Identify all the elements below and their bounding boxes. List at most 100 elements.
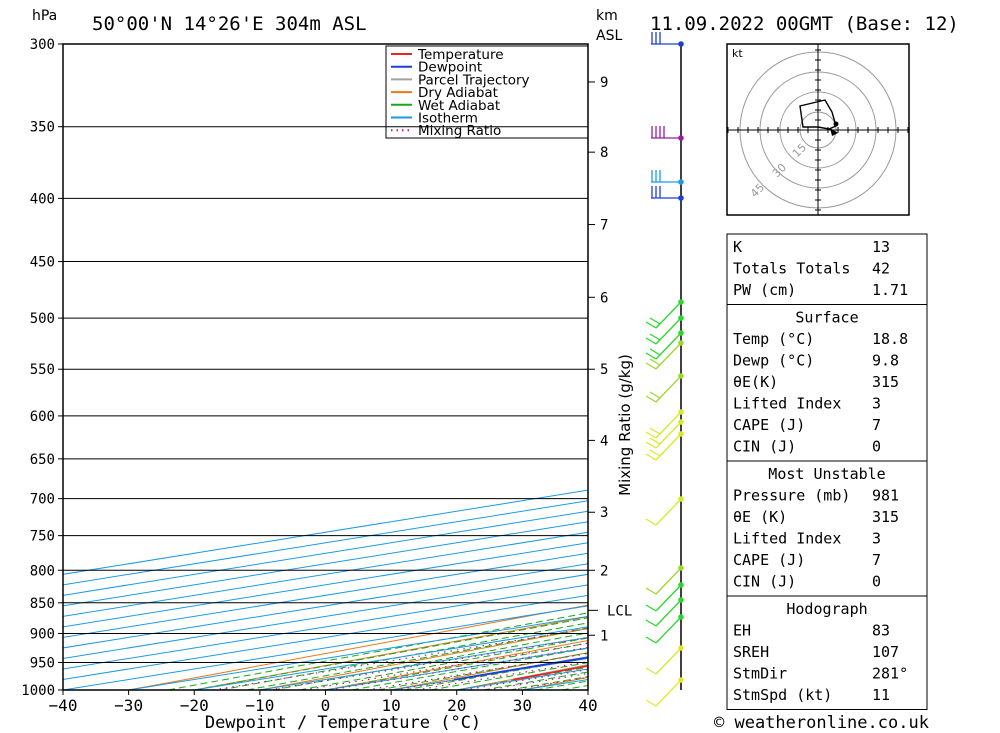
wind-level-dot <box>678 330 684 336</box>
wind-barb-flag <box>645 636 657 644</box>
hodograph-table-row-label: EH <box>733 622 751 640</box>
km-tick-label: 2 <box>600 563 608 579</box>
x-tick-label: −20 <box>180 696 209 715</box>
most-unstable-table-row-value: 315 <box>872 508 899 526</box>
legend-label: Parcel Trajectory <box>418 72 530 88</box>
pressure-tick-label: 700 <box>30 492 55 508</box>
km-tick-label: 3 <box>600 505 608 521</box>
wind-barb-flag <box>649 358 661 366</box>
km-tick-label: 4 <box>600 433 608 449</box>
stability-indices-row-value: 1.71 <box>872 281 908 299</box>
surface-table-row-label: Temp (°C) <box>733 330 814 348</box>
wind-barb-flag <box>645 453 657 461</box>
wind-barb <box>655 498 682 526</box>
legend-label: Dewpoint <box>418 60 482 76</box>
most-unstable-table-row-label: Pressure (mb) <box>733 487 850 505</box>
wind-barb <box>655 567 682 595</box>
stability-indices-row-value: 13 <box>872 238 890 256</box>
wind-barb-flag <box>645 395 657 403</box>
wind-barb <box>655 679 682 707</box>
wind-barb-flag <box>645 337 657 345</box>
wind-barb-flag <box>645 619 657 627</box>
wind-barb <box>655 647 682 675</box>
km-tick-label: 9 <box>600 75 608 91</box>
wind-barb-flag <box>645 699 657 707</box>
grid-layer <box>63 489 588 690</box>
wind-level-dot <box>678 582 684 588</box>
wind-level-dot <box>678 315 684 321</box>
hodograph-table-title: Hodograph <box>786 600 867 618</box>
x-tick-label: −40 <box>49 696 78 715</box>
most-unstable-table-box <box>726 460 928 597</box>
wind-barb-flag <box>645 321 657 329</box>
pressure-tick-label: 850 <box>30 596 55 612</box>
isotherm-line <box>63 521 588 607</box>
isotherm-line <box>63 510 588 596</box>
x-tick-label: 20 <box>447 696 466 715</box>
surface-table-row-value: 9.8 <box>872 352 899 370</box>
surface-table-row-value: 315 <box>872 373 899 391</box>
wind-barb-column <box>645 32 684 707</box>
most-unstable-table-row-value: 3 <box>872 530 881 548</box>
wind-barb-flag <box>645 362 657 370</box>
mixing-ratio-line <box>329 646 588 690</box>
km-tick-label: 5 <box>600 362 608 378</box>
wind-level-dot <box>678 373 684 379</box>
wind-barb-flag <box>645 352 657 360</box>
lcl-label: LCL <box>607 603 632 619</box>
wet-adiabat-line <box>194 617 588 690</box>
surface-table-title: Surface <box>795 309 858 327</box>
surface-table-row-label: CIN (J) <box>733 438 796 456</box>
surface-table-row-value: 18.8 <box>872 330 908 348</box>
pressure-tick-label: 900 <box>30 626 55 642</box>
wind-level-dot <box>678 179 684 185</box>
wind-level-dot <box>678 496 684 502</box>
index-tables: K 13 Totals Totals 42 PW (cm) 1.71 Surface Temp… <box>726 233 928 710</box>
wind-level-dot <box>678 597 684 603</box>
wet-adiabat-line <box>167 612 588 690</box>
stability-indices-box <box>726 233 928 305</box>
km-tick-label: 6 <box>600 290 608 306</box>
x-tick-label: −10 <box>245 696 274 715</box>
hodograph-unit: kt <box>732 47 743 60</box>
km-tick-label: 7 <box>600 218 608 234</box>
pressure-tick-label: 300 <box>30 37 55 53</box>
wind-barb-flag <box>645 604 657 612</box>
surface-table-box <box>726 304 928 462</box>
wind-barb-flag <box>645 441 657 449</box>
stability-indices-row-label: K <box>733 238 742 256</box>
surface-table-row-value: 0 <box>872 438 881 456</box>
wind-barb-flag <box>645 667 657 675</box>
legend-box <box>385 45 589 139</box>
hpa-label: hPa <box>32 8 57 24</box>
wind-barb <box>655 599 682 627</box>
pressure-tick-label: 500 <box>30 311 55 327</box>
pressure-tick-label: 800 <box>30 563 55 579</box>
wind-barb-flag <box>645 518 657 526</box>
hodograph-table-row-value: 281° <box>872 665 908 683</box>
mixing-ratio-layer: 12346810162025 <box>213 627 588 690</box>
wind-level-dot <box>678 419 684 425</box>
isotherm-line <box>63 563 588 649</box>
most-unstable-table-row-value: 7 <box>872 551 881 569</box>
km-tick-label: 8 <box>600 145 608 161</box>
wind-barb-flag <box>649 333 661 341</box>
hodograph-table-row-label: StmDir <box>733 665 787 683</box>
stability-indices-row-value: 42 <box>872 260 890 278</box>
copyright: © weatheronline.co.uk <box>714 713 929 733</box>
stability-indices-row-label: PW (cm) <box>733 281 796 299</box>
wind-level-dot <box>678 565 684 571</box>
pressure-tick-label: 650 <box>30 452 55 468</box>
legend-label: Mixing Ratio <box>418 123 501 139</box>
asl-label: ASL <box>596 28 622 44</box>
isotherm-line <box>63 531 588 617</box>
isotherm-line <box>63 500 588 586</box>
hodograph-storm-motion <box>830 128 838 136</box>
wind-level-dot <box>678 431 684 437</box>
pressure-tick-label: 950 <box>30 655 55 671</box>
hodograph-table-row-value: 11 <box>872 686 890 704</box>
most-unstable-table-row-label: Lifted Index <box>733 530 841 548</box>
hodograph-table-row-value: 107 <box>872 643 899 661</box>
wind-barb-flag <box>649 391 661 399</box>
